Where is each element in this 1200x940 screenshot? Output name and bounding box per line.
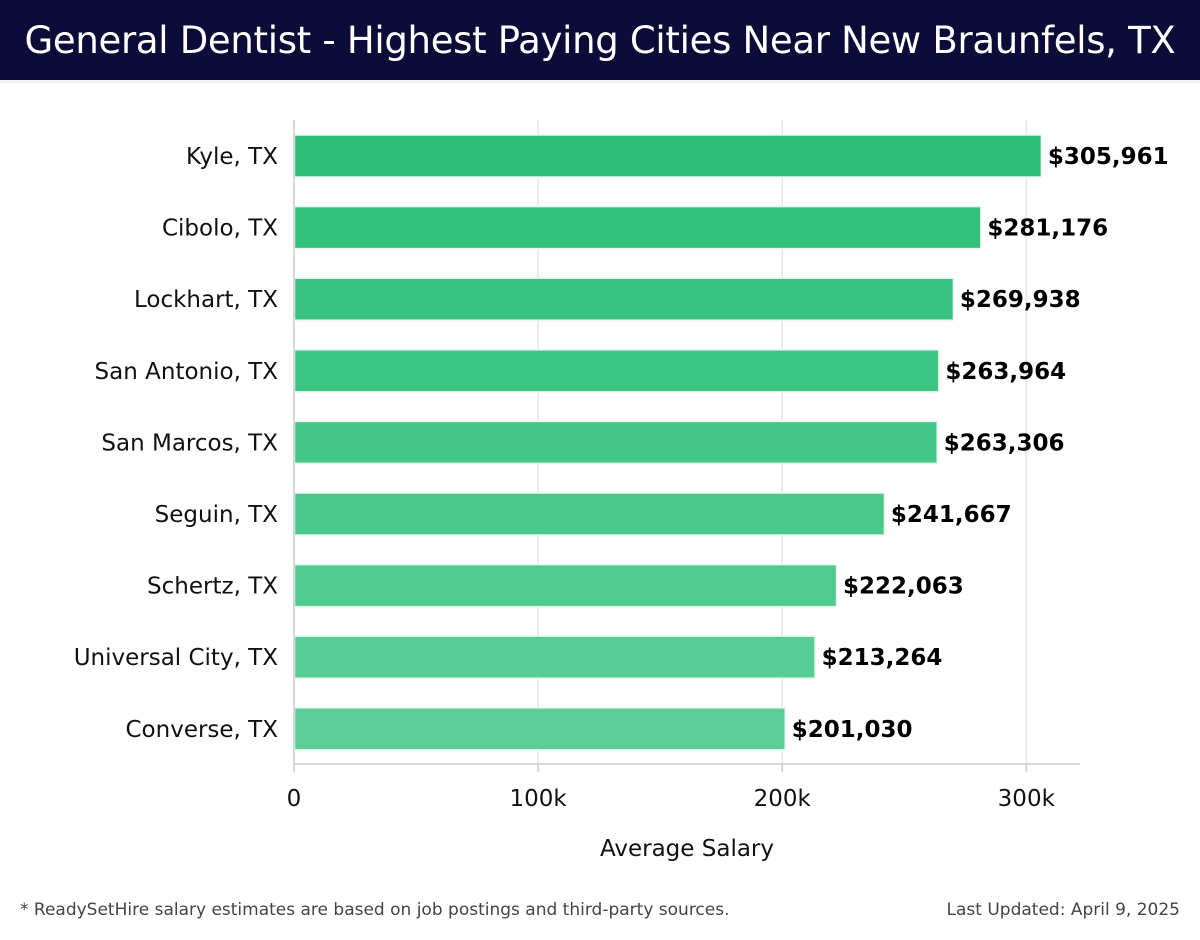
category-label: Cibolo, TX [162,216,278,242]
bar [293,349,940,393]
chart-title: General Dentist - Highest Paying Cities … [24,18,1176,62]
category-label: Lockhart, TX [134,287,278,313]
value-label: $263,306 [944,430,1065,456]
bar [293,563,838,608]
labels: 0 100k 200k 300k Kyle, TX $305,961 Cibolo, TX $… [74,144,1169,862]
value-label: $305,961 [1048,144,1169,170]
bar [293,635,816,679]
chart-header: General Dentist - Highest Paying Cities … [0,0,1200,80]
category-label: San Marcos, TX [101,430,278,456]
value-label: $263,964 [945,359,1066,385]
bar [293,492,886,536]
value-label: $201,030 [792,717,913,743]
x-tick-label: 100k [509,786,567,812]
bar [293,134,1043,178]
bar [293,277,955,321]
axes [293,120,1080,772]
bar [293,420,938,465]
value-label: $241,667 [891,502,1012,528]
category-label: Converse, TX [126,717,279,743]
bar [293,707,786,751]
bar-chart: 0 100k 200k 300k Kyle, TX $305,961 Cibolo, TX $… [74,120,1169,862]
value-label: $213,264 [822,645,943,671]
category-label: San Antonio, TX [95,359,279,385]
category-label: Schertz, TX [147,574,278,600]
footer-note: * ReadySetHire salary estimates are base… [20,900,730,920]
value-label: $269,938 [960,287,1081,313]
category-label: Seguin, TX [155,502,279,528]
x-axis-title: Average Salary [600,836,774,862]
category-label: Kyle, TX [186,144,278,170]
x-tick-label: 0 [287,786,302,812]
value-label: $222,063 [843,574,964,600]
x-tick-label: 200k [754,786,812,812]
last-updated: Last Updated: April 9, 2025 [946,900,1180,920]
category-label: Universal City, TX [74,645,279,671]
header-divider [0,80,1200,83]
x-tick-label: 300k [998,786,1056,812]
bar [293,205,982,250]
value-label: $281,176 [987,216,1108,242]
